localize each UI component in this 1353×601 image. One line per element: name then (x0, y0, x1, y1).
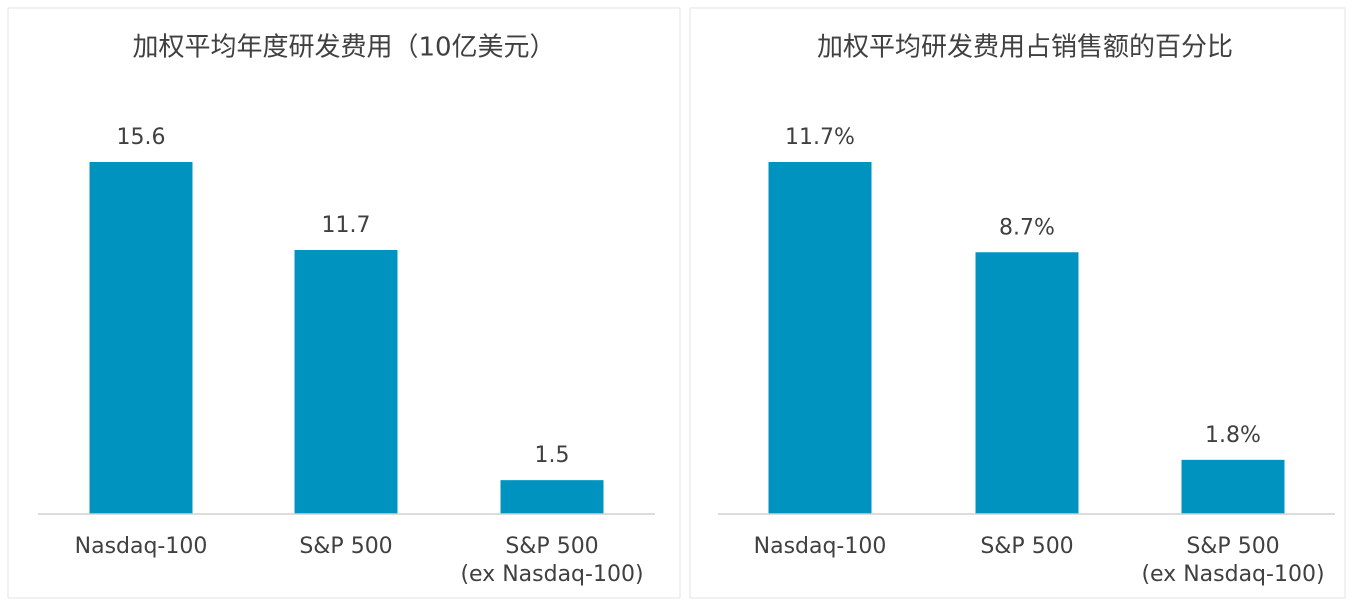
x-tick-label: S&P 500 (980, 534, 1073, 559)
x-tick-label: S&P 500 (299, 534, 392, 559)
x-tick-label: Nasdaq-100 (75, 534, 208, 559)
value-label: 1.8% (1205, 423, 1261, 448)
x-tick-label: S&P 500 (ex Nasdaq-100) (1141, 534, 1324, 587)
x-tick-label: S&P 500 (ex Nasdaq-100) (460, 534, 643, 587)
x-tick-label: Nasdaq-100 (754, 534, 887, 559)
bar (89, 162, 193, 514)
chart-title: 加权平均研发费用占销售额的百分比 (817, 33, 1233, 63)
value-label: 11.7% (785, 125, 855, 150)
panel-frame (689, 7, 1346, 599)
chart-title: 加权平均年度研发费用（10亿美元） (132, 33, 555, 63)
value-label: 8.7% (999, 215, 1055, 240)
value-label: 11.7 (322, 213, 371, 238)
bar (1181, 459, 1285, 514)
bar (975, 252, 1079, 514)
bar (294, 250, 398, 514)
panel-frame (7, 7, 681, 599)
value-label: 15.6 (117, 125, 166, 150)
value-label: 1.5 (535, 443, 570, 468)
bar (768, 162, 872, 514)
bar (500, 480, 604, 514)
